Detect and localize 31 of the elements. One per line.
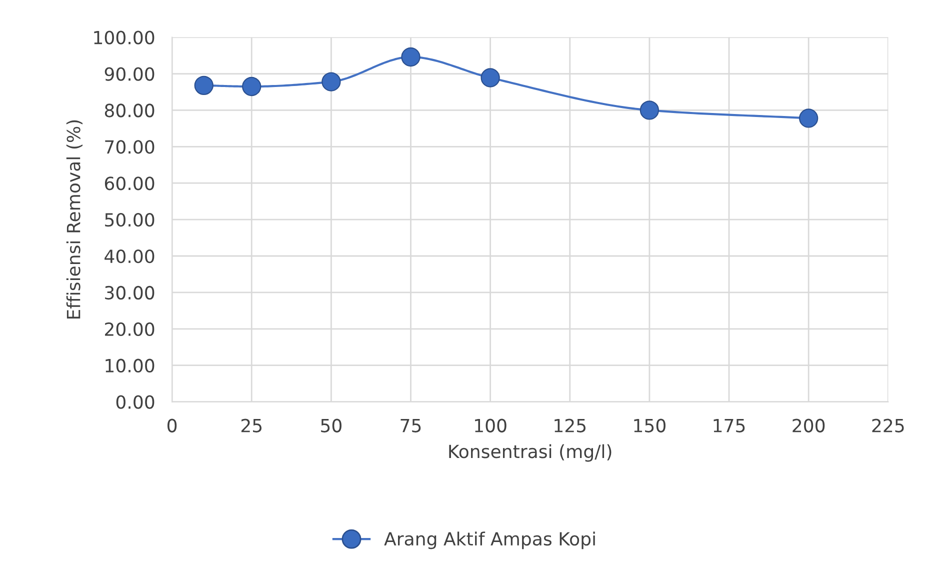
y-axis-title: Effisiensi Removal (%) <box>66 120 82 319</box>
point <box>640 100 660 120</box>
x-tick-label: 175 <box>714 419 745 432</box>
point <box>480 68 500 88</box>
x-tick-label: 75 <box>400 419 421 432</box>
y-tick-label: 30.00 <box>105 286 154 300</box>
x-tick-label: 100 <box>475 418 506 432</box>
x-tick-label: 50 <box>321 418 342 432</box>
y-tick-label: 0.00 <box>116 395 154 409</box>
x-tick-label: 200 <box>792 418 825 432</box>
point <box>194 76 214 96</box>
legend-label: Arang Aktif Ampas Kopi <box>384 532 595 550</box>
x-tick-label: 125 <box>554 418 586 432</box>
x-tick-label: 150 <box>634 418 666 432</box>
y-tick-label: 70.00 <box>105 140 154 154</box>
point <box>799 108 818 128</box>
point <box>322 72 341 92</box>
x-tick-label: 25 <box>241 418 262 432</box>
y-tick-label: 20.00 <box>105 322 154 336</box>
x-tick-label: 0 <box>167 418 177 432</box>
y-tick-label: 40.00 <box>104 249 154 264</box>
y-tick-label: 80.00 <box>104 104 154 118</box>
y-tick-label: 50.00 <box>105 213 154 227</box>
x-axis-title: Konsentrasi (mg/l) <box>449 444 612 462</box>
point <box>242 76 262 96</box>
x-tick-label: 225 <box>872 418 904 432</box>
point <box>401 47 420 67</box>
y-tick-label: 10.00 <box>106 358 154 372</box>
y-tick-label: 90.00 <box>104 67 154 81</box>
y-tick-label: 60.00 <box>104 176 154 190</box>
y-tick-label: 100.00 <box>94 30 154 44</box>
